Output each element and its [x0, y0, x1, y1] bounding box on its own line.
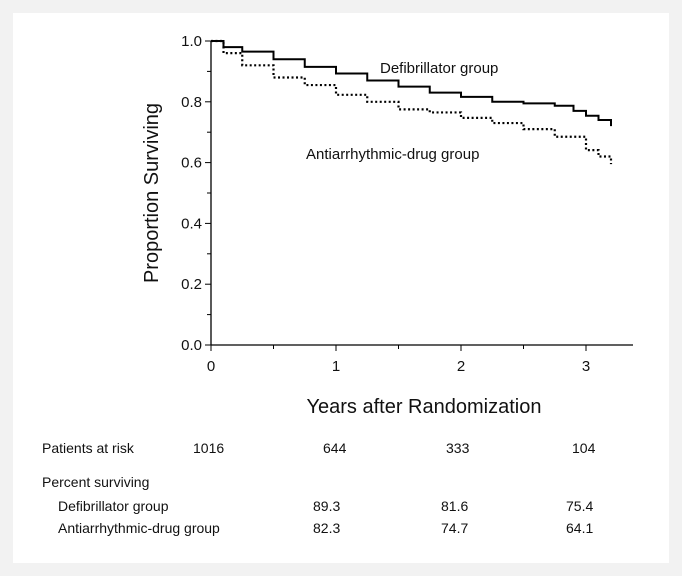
risk-count: 644 [323, 440, 347, 456]
axes: 0.0 0.2 0.4 0.6 0.8 1.0 0 1 2 3 [181, 33, 633, 375]
y-tick-label: 0.2 [181, 276, 202, 293]
y-tick-label: 0.4 [181, 215, 202, 232]
risk-count: 333 [446, 440, 470, 456]
y-tick-label: 1.0 [181, 33, 202, 50]
percent-value: 89.3 [313, 498, 341, 514]
x-tick-label: 2 [457, 358, 465, 375]
row-label-antiarrhythmic: Antiarrhythmic-drug group [58, 520, 220, 536]
percent-value: 82.3 [313, 520, 341, 536]
percent-value: 64.1 [566, 520, 594, 536]
y-tick-label: 0.0 [181, 337, 202, 354]
percent-value: 74.7 [441, 520, 469, 536]
x-tick-label: 0 [207, 358, 215, 375]
y-tick-label: 0.8 [181, 94, 202, 111]
defibrillator-curve [211, 40, 612, 127]
series-lines [211, 39, 613, 165]
chart-panel: 0.0 0.2 0.4 0.6 0.8 1.0 0 1 2 3 Years after Rando… [13, 13, 669, 563]
series-label-defibrillator: Defibrillator group [380, 60, 498, 77]
x-axis-title: Years after Randomization [307, 396, 542, 413]
x-tick-label: 1 [332, 358, 340, 375]
risk-count: 1016 [193, 440, 225, 456]
y-tick-label: 0.6 [181, 155, 202, 172]
antiarrhythmic-curve [211, 39, 613, 165]
risk-count: 104 [572, 440, 596, 456]
patients-at-risk-label: Patients at risk [42, 440, 134, 456]
percent-surviving-label: Percent surviving [42, 474, 150, 490]
series-label-antiarrhythmic: Antiarrhythmic-drug group [306, 146, 479, 163]
row-label-defibrillator: Defibrillator group [58, 498, 169, 514]
y-axis-title: Proportion Surviving [141, 103, 163, 283]
x-tick-label: 3 [582, 358, 590, 375]
percent-value: 75.4 [566, 498, 594, 514]
survival-chart: 0.0 0.2 0.4 0.6 0.8 1.0 0 1 2 3 Years after Rando… [141, 33, 633, 413]
percent-value: 81.6 [441, 498, 469, 514]
